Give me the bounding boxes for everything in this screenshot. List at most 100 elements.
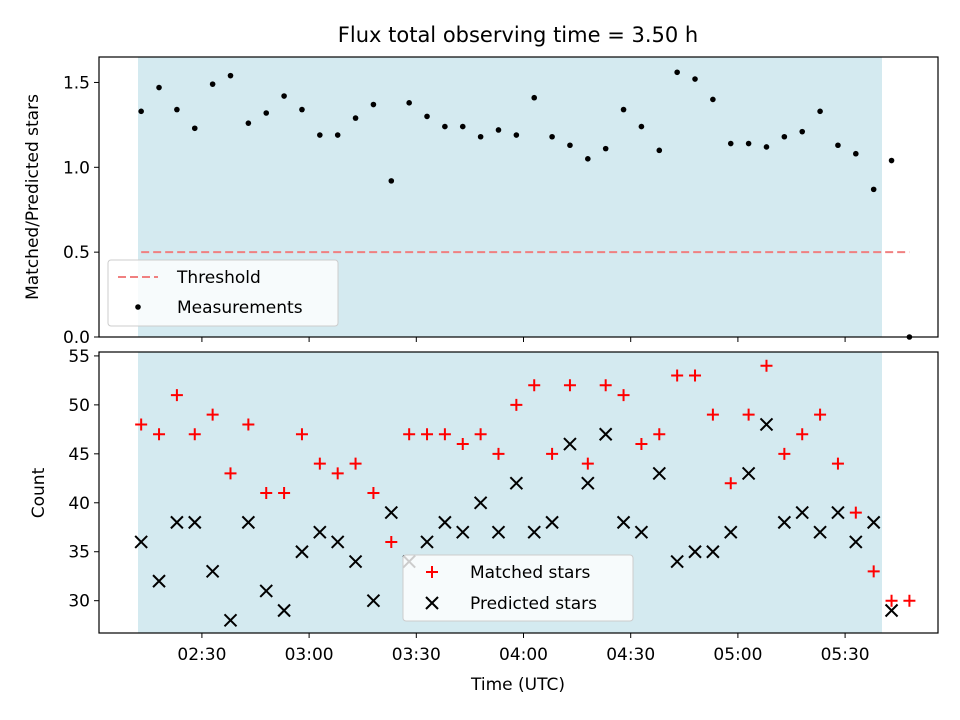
predicted-star-point	[866, 515, 881, 530]
predicted-star-point	[777, 515, 792, 530]
figure-title: Flux total observing time = 3.50 h	[338, 23, 698, 47]
matched-star-point	[295, 428, 308, 441]
measurement-point	[477, 133, 484, 140]
predicted-star-point	[706, 545, 720, 559]
y-tick-label: 0.5	[63, 243, 90, 263]
measurement-point	[513, 132, 520, 138]
predicted-star-point	[348, 554, 363, 569]
matched-star-point	[885, 594, 898, 607]
predicted-star-point	[616, 515, 631, 530]
predicted-star-point	[188, 515, 202, 530]
predicted-star-point	[491, 525, 506, 539]
predicted-star-point	[223, 613, 238, 627]
x-tick-label: 02:30	[177, 645, 226, 665]
predicted-star-point	[259, 584, 273, 598]
measurement-point	[799, 128, 806, 135]
x-tick-label: 03:30	[392, 645, 441, 665]
matched-star-point	[242, 418, 255, 431]
top-plot: 0.0 0.5 1.0 1.5 Matched/Predicted stars Thr…	[23, 56, 939, 348]
matched-star-point	[796, 428, 809, 441]
bottom-plot: 30 35 40 45 50 55 02:30 03:00 03:30 04:00 04:30 05…	[29, 347, 939, 695]
matched-star-point	[492, 447, 505, 460]
matched-star-point	[724, 477, 737, 490]
predicted-star-point	[134, 535, 148, 549]
matched-star-point	[456, 438, 469, 451]
matched-star-point	[546, 447, 559, 460]
measurement-point	[317, 132, 323, 138]
predicted-star-point	[688, 545, 702, 559]
matched-star-point	[706, 408, 719, 421]
measurement-point	[710, 96, 716, 103]
predicted-star-point	[241, 515, 256, 530]
measurement-point	[281, 93, 287, 99]
predicted-star-point	[813, 525, 827, 539]
predicted-star-point	[205, 564, 220, 579]
matched-star-point	[278, 486, 291, 499]
matched-star-point	[403, 428, 416, 441]
x-tick-label: 04:30	[606, 645, 655, 665]
matched-star-point	[653, 428, 666, 441]
predicted-star-point	[456, 525, 470, 539]
measurement-point	[299, 106, 305, 113]
top-ylabel: Matched/Predicted stars	[23, 94, 43, 300]
predicted-star-point	[313, 525, 327, 539]
measurement-point	[227, 72, 234, 79]
predicted-star-point	[330, 535, 345, 549]
matched-star-point	[742, 408, 755, 421]
bottom-legend-box	[402, 554, 634, 622]
measurement-point	[656, 147, 663, 154]
matched-star-point	[849, 506, 862, 519]
predicted-star-point	[473, 496, 488, 510]
y-tick-label: 0.0	[63, 328, 90, 348]
y-tick-label: 40	[68, 494, 90, 514]
matched-star-point	[563, 379, 576, 392]
y-tick-label: 45	[68, 445, 90, 465]
predicted-star-point	[884, 603, 899, 618]
predicted-star-point	[438, 515, 452, 530]
legend-predicted-label: Predicted stars	[470, 594, 597, 614]
matched-star-point	[689, 369, 702, 382]
matched-star-point	[331, 467, 344, 480]
matched-star-point	[581, 457, 594, 470]
measurement-point	[745, 140, 752, 147]
matched-star-point	[528, 379, 541, 392]
measurement-point	[870, 186, 877, 193]
predicted-star-point	[849, 535, 863, 549]
predicted-star-point	[527, 525, 541, 539]
x-tick-label: 04:00	[499, 645, 548, 665]
measurement-point	[495, 127, 502, 133]
measurement-point	[817, 108, 823, 115]
measurement-point	[531, 94, 538, 101]
y-tick-label: 35	[68, 543, 90, 563]
measurement-point	[727, 140, 734, 147]
matched-star-point	[170, 389, 183, 402]
measurement-point	[406, 100, 412, 106]
matched-star-point	[421, 428, 434, 441]
predicted-star-point	[509, 476, 524, 490]
matched-star-point	[778, 447, 791, 460]
measurement-point	[174, 106, 180, 113]
predicted-star-point	[795, 505, 809, 520]
predicted-star-point	[581, 476, 595, 490]
matched-star-point	[617, 389, 630, 402]
measurement-point	[245, 120, 252, 126]
measurement-point	[620, 106, 627, 113]
measurement-point	[585, 156, 591, 162]
matched-star-point	[831, 457, 844, 470]
legend-matched-swatch	[426, 566, 438, 578]
y-tick-label: 1.0	[63, 158, 90, 178]
top-legend-box	[107, 259, 339, 327]
matched-star-point	[349, 457, 362, 470]
y-tick-label: 50	[68, 396, 90, 416]
legend-measurements-label: Measurements	[177, 298, 303, 318]
bottom-ylabel: Count	[29, 467, 49, 518]
predicted-star-point	[634, 525, 649, 539]
matched-star-point	[760, 359, 773, 372]
predicted-star-point	[563, 437, 577, 451]
measurement-point	[763, 144, 770, 150]
predicted-star-point	[741, 466, 756, 481]
matched-star-point	[510, 398, 523, 411]
measurement-point	[388, 178, 395, 184]
bottom-axes-frame	[98, 351, 939, 634]
